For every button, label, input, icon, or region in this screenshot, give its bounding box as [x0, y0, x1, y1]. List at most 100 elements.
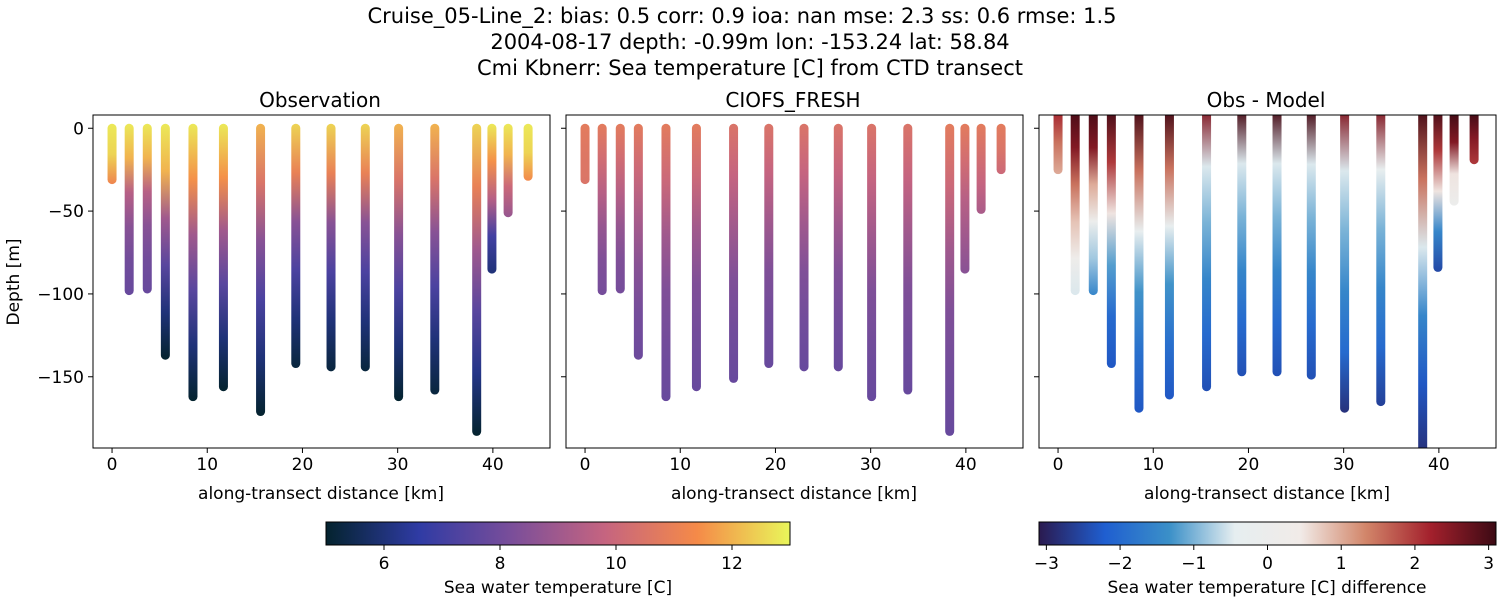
- panel-title: Obs - Model: [1207, 88, 1326, 112]
- cast-7: [291, 123, 301, 369]
- cast-12: [945, 123, 955, 436]
- cast-0: [107, 123, 117, 185]
- cast-13: [487, 123, 497, 274]
- colorbar-tick-label: −2: [1108, 554, 1133, 574]
- cast-5: [218, 123, 228, 392]
- cast-15: [996, 123, 1006, 175]
- cast-6: [1202, 115, 1212, 392]
- y-tick-label: −100: [37, 285, 84, 305]
- x-tick-label: 20: [1238, 455, 1260, 475]
- colorbar-label: Sea water temperature [C] difference: [1107, 578, 1426, 598]
- panel-title: CIOFS_FRESH: [725, 88, 860, 112]
- observation-panel: Observation 0 10 20 30 40 0 −50 −100 −150 along-…: [4, 88, 551, 504]
- x-tick-label: 10: [196, 455, 218, 475]
- cast-15: [1469, 115, 1479, 165]
- cast-13: [960, 123, 970, 274]
- y-tick-label: −50: [48, 202, 84, 222]
- y-tick-label: −150: [37, 368, 84, 388]
- difference-casts: [1053, 115, 1479, 448]
- cast-5: [1164, 115, 1174, 400]
- colorbar-tick-label: 0: [1262, 554, 1273, 574]
- cast-7: [764, 123, 774, 369]
- colorbar-ticks: 6 8 10 12: [379, 545, 743, 574]
- colorbar-tick-label: 3: [1483, 554, 1494, 574]
- cast-6: [256, 123, 266, 417]
- y-axis-label: Depth [m]: [4, 238, 24, 325]
- colorbar-tick-label: 12: [721, 554, 743, 574]
- suptitle-line-1: Cruise_05-Line_2: bias: 0.5 corr: 0.9 io…: [367, 4, 1116, 29]
- x-tick-label: 40: [1428, 455, 1450, 475]
- x-tick-label: 10: [1142, 455, 1164, 475]
- x-tick-label: 20: [765, 455, 787, 475]
- colorbar-ticks: −3 −2 −1 0 1 2 3: [1034, 545, 1494, 574]
- colorbar-tick-label: −1: [1181, 554, 1206, 574]
- x-tick-label: 0: [580, 455, 591, 475]
- suptitle-line-2: 2004-08-17 depth: -0.99m lon: -153.24 la…: [490, 30, 1009, 54]
- x-tick-label: 30: [387, 455, 409, 475]
- x-axis-label: along-transect distance [km]: [1144, 484, 1390, 504]
- colorbar-tick-label: 1: [1336, 554, 1347, 574]
- difference-axes: 0 10 20 30 40: [1034, 127, 1450, 475]
- cast-0: [1053, 115, 1063, 175]
- colorbar-gradient: [1039, 522, 1496, 545]
- x-axis-label: along-transect distance [km]: [198, 484, 444, 504]
- x-tick-label: 20: [292, 455, 314, 475]
- cast-7: [1237, 115, 1247, 377]
- colorbar-tick-label: −3: [1034, 554, 1059, 574]
- cast-1: [597, 123, 607, 296]
- cast-0: [580, 123, 590, 185]
- suptitle-line-3: Cmi Kbnerr: Sea temperature [C] from CTD…: [477, 56, 1023, 80]
- cast-9: [833, 123, 843, 372]
- colorbar-label: Sea water temperature [C]: [444, 578, 672, 598]
- cast-10: [867, 123, 877, 402]
- colorbar-tick-label: 2: [1410, 554, 1421, 574]
- x-tick-label: 40: [955, 455, 977, 475]
- cast-12: [1418, 115, 1428, 448]
- cast-9: [360, 123, 370, 372]
- cast-1: [124, 123, 134, 296]
- colorbar-frame: [325, 521, 791, 546]
- y-tick-label: 0: [73, 119, 84, 139]
- x-tick-label: 40: [482, 455, 504, 475]
- observation-axes: 0 10 20 30 40 0 −50 −100 −150: [37, 119, 503, 475]
- colorbar-tick-label: 8: [495, 554, 506, 574]
- cast-3: [160, 123, 170, 360]
- cast-5: [691, 123, 701, 392]
- ciofs-fresh-axes: 0 10 20 30 40: [561, 127, 977, 475]
- plot-frame: [92, 114, 551, 449]
- cast-2: [1088, 115, 1098, 296]
- difference-colorbar: −3 −2 −1 0 1 2 3 Sea water temperature [C] dif…: [1034, 521, 1497, 598]
- observation-casts: [107, 123, 533, 436]
- plot-frame: [565, 114, 1024, 449]
- plot-frame: [1038, 114, 1497, 449]
- cast-11: [430, 123, 440, 395]
- cast-9: [1306, 115, 1316, 380]
- x-tick-label: 0: [1053, 455, 1064, 475]
- x-axis-label: along-transect distance [km]: [671, 484, 917, 504]
- cast-10: [394, 123, 404, 402]
- cast-14: [503, 123, 513, 218]
- cast-3: [633, 123, 643, 360]
- cast-6: [729, 123, 739, 383]
- cast-13: [1433, 115, 1443, 272]
- temperature-colorbar: 6 8 10 12 Sea water temperature [C]: [325, 521, 791, 598]
- cast-8: [326, 123, 336, 372]
- cast-4: [661, 123, 671, 402]
- cast-1: [1070, 115, 1080, 296]
- x-tick-label: 10: [669, 455, 691, 475]
- cast-15: [523, 123, 533, 181]
- panel-title: Observation: [259, 88, 381, 112]
- x-tick-label: 30: [1333, 455, 1355, 475]
- cast-10: [1340, 115, 1350, 413]
- cast-3: [1106, 115, 1116, 369]
- ciofs-fresh-casts: [580, 123, 1006, 436]
- cast-8: [799, 123, 809, 372]
- colorbar-tick-label: 6: [379, 554, 390, 574]
- x-tick-label: 0: [107, 455, 118, 475]
- cast-14: [976, 123, 986, 214]
- cast-2: [142, 123, 152, 294]
- cast-12: [472, 123, 482, 436]
- cast-11: [1376, 115, 1386, 407]
- cast-8: [1272, 115, 1282, 377]
